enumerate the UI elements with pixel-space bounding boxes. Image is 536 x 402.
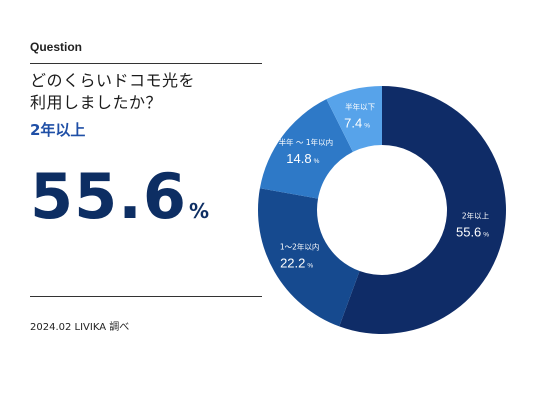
donut-slice	[326, 86, 382, 152]
slice-label-category: 1～2年以内	[280, 241, 320, 251]
slice-label-category: 2年以上	[462, 211, 490, 221]
source-note: 2024.02 LIVIKA 調べ	[30, 322, 130, 333]
slice-label-value: 7.4%	[344, 116, 370, 131]
slice-label: 半年 ～ 1年以内 14.8%	[279, 137, 334, 166]
donut-slice	[258, 188, 360, 327]
highlight-label: 2年以上	[30, 121, 86, 139]
slice-label-value: 14.8%	[286, 151, 319, 166]
eyebrow-label: Question	[30, 40, 83, 54]
left-panel: Question どのくらいドコモ光を 利用しましたか？ 2年以上 55.6% …	[30, 0, 262, 402]
slice-label-category: 半年以下	[345, 102, 375, 112]
highlight-number: 55.6	[30, 160, 187, 233]
question-text: どのくらいドコモ光を 利用しましたか？	[30, 71, 196, 112]
top-divider	[30, 63, 262, 64]
slice-label-value: 22.2%	[280, 255, 313, 270]
slice-label: 2年以上 55.6%	[456, 211, 490, 240]
slice-label-value: 55.6%	[456, 225, 489, 240]
highlight-unit: %	[188, 199, 210, 223]
highlight-value: 55.6%	[30, 160, 209, 233]
slice-label-category: 半年 ～ 1年以内	[279, 137, 334, 147]
slice-label: 1～2年以内 22.2%	[280, 241, 320, 270]
donut-slice	[339, 86, 507, 334]
bottom-divider	[30, 296, 262, 297]
donut-slice	[259, 99, 353, 199]
slice-label: 半年以下 7.4%	[344, 102, 375, 131]
